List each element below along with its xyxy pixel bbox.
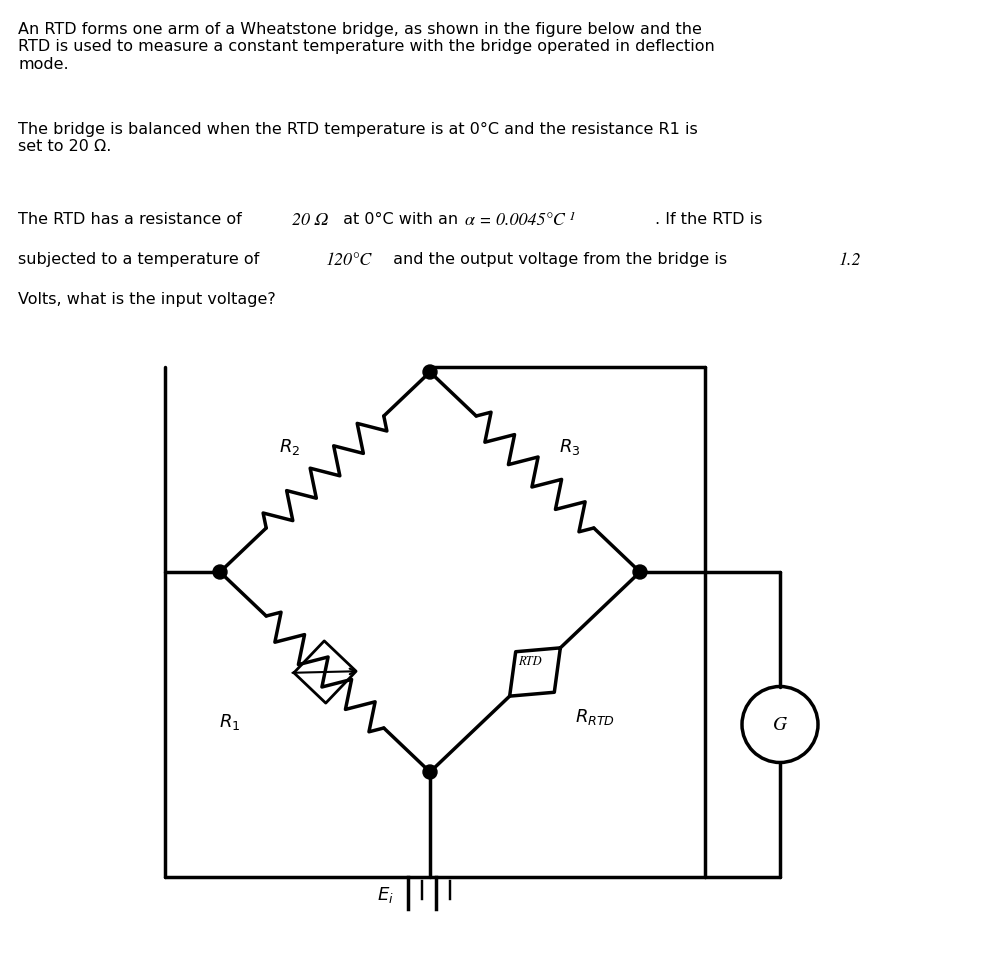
Text: $R_1$: $R_1$ [219,712,241,732]
Text: G: G [773,715,787,734]
Text: and the output voltage from the bridge is: and the output voltage from the bridge i… [388,252,732,267]
Circle shape [423,765,437,779]
Text: $R_3$: $R_3$ [559,437,581,457]
Circle shape [633,565,647,579]
Text: 120°C: 120°C [325,252,371,269]
Circle shape [213,565,227,579]
Text: at 0°C with an: at 0°C with an [338,212,463,227]
Text: . If the RTD is: . If the RTD is [655,212,762,227]
Text: The bridge is balanced when the RTD temperature is at 0°C and the resistance R1 : The bridge is balanced when the RTD temp… [18,122,698,154]
Text: An RTD forms one arm of a Wheatstone bridge, as shown in the figure below and th: An RTD forms one arm of a Wheatstone bri… [18,22,715,72]
Text: α = 0.0045°C⁻¹: α = 0.0045°C⁻¹ [465,212,575,229]
Text: $R_{RTD}$: $R_{RTD}$ [575,707,615,727]
Text: $E_i$: $E_i$ [377,885,393,905]
Text: subjected to a temperature of: subjected to a temperature of [18,252,264,267]
Text: $R_2$: $R_2$ [279,437,301,457]
Text: The RTD has a resistance of: The RTD has a resistance of [18,212,247,227]
Text: Volts, what is the input voltage?: Volts, what is the input voltage? [18,292,276,307]
Text: 1.2: 1.2 [838,252,861,269]
Text: 20 Ω: 20 Ω [292,212,328,229]
Circle shape [423,365,437,379]
Text: RTD: RTD [518,656,542,668]
